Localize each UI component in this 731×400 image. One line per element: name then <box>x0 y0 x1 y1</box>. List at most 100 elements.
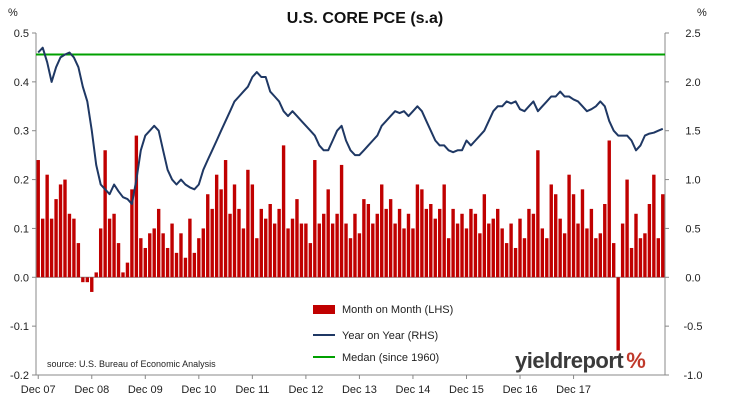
mom-bar <box>375 213 379 278</box>
left-tick-label: 0.5 <box>14 28 29 40</box>
mom-bar <box>107 218 112 278</box>
mom-bar <box>206 194 210 278</box>
left-tick-label: 0.0 <box>14 272 29 284</box>
mom-bar <box>545 238 549 278</box>
yoy-line <box>37 46 664 205</box>
mom-bar <box>536 150 540 278</box>
x-tick-label: Dec 08 <box>74 384 109 396</box>
legend-label-mom: Month on Month (LHS) <box>342 304 453 316</box>
mom-bar <box>371 223 375 278</box>
mom-bar <box>451 208 455 278</box>
mom-bar <box>380 184 384 278</box>
mom-bar <box>576 223 580 278</box>
x-tick-label: Dec 16 <box>503 384 538 396</box>
mom-bar <box>174 252 179 278</box>
mom-bar <box>348 238 353 278</box>
mom-bar <box>259 208 263 278</box>
mom-bar <box>112 213 116 278</box>
yieldreport-logo: yieldreport% <box>515 348 646 373</box>
left-tick-label: -0.2 <box>10 370 29 382</box>
right-tick-label: -1.0 <box>684 370 703 382</box>
mom-bar <box>504 243 509 278</box>
mom-bar <box>121 272 125 278</box>
mom-bar <box>268 204 272 278</box>
mom-bar <box>558 218 562 278</box>
mom-bar <box>620 223 625 278</box>
mom-bar <box>567 174 571 278</box>
left-tick-label: 0.2 <box>14 175 29 187</box>
mom-bar <box>90 277 94 292</box>
svg-text:yieldreport%: yieldreport% <box>515 348 645 373</box>
mom-bar <box>603 204 607 278</box>
mom-bar <box>179 233 183 278</box>
mom-bar <box>299 223 304 278</box>
mom-bar <box>330 223 335 278</box>
x-tick-label: Dec 07 <box>21 384 56 396</box>
mom-bar <box>482 194 487 278</box>
brand-yield: yield <box>515 348 563 373</box>
mom-bar <box>290 218 295 278</box>
mom-bar <box>125 262 130 278</box>
mom-bar <box>130 189 134 278</box>
mom-bar <box>625 179 629 278</box>
mom-bar <box>420 189 424 278</box>
x-tick-label: Dec 12 <box>288 384 323 396</box>
right-tick-label: 2.5 <box>685 28 700 40</box>
x-tick-label: Dec 17 <box>556 384 591 396</box>
left-tick-label: 0.1 <box>14 223 29 235</box>
mom-bar <box>170 223 174 278</box>
mom-bar <box>295 199 299 278</box>
left-tick-label: 0.4 <box>14 77 29 89</box>
mom-bar <box>255 238 259 278</box>
mom-bar <box>455 223 460 278</box>
x-tick-label: Dec 13 <box>342 384 377 396</box>
left-axis-unit: % <box>8 7 18 19</box>
mom-bar <box>652 174 656 278</box>
mom-bar <box>594 238 598 278</box>
mom-bar <box>598 233 603 278</box>
mom-bar <box>629 247 634 278</box>
mom-bar <box>460 213 464 278</box>
x-tick-label: Dec 14 <box>396 384 431 396</box>
mom-bar <box>197 238 201 278</box>
mom-bar <box>40 218 45 278</box>
mom-bar <box>214 174 219 278</box>
mom-bar <box>496 208 500 278</box>
mom-bar <box>402 228 406 278</box>
mom-bar <box>250 184 255 278</box>
right-axis-unit: % <box>697 7 707 19</box>
mom-bar <box>433 218 437 278</box>
mom-bar <box>264 218 268 278</box>
mom-bar <box>45 174 49 278</box>
mom-bar <box>116 243 121 278</box>
mom-bar <box>393 223 397 278</box>
mom-bar <box>638 238 643 278</box>
mom-bar <box>241 228 246 278</box>
mom-bar <box>607 140 611 278</box>
mom-bar <box>656 238 661 278</box>
mom-bar <box>304 223 308 278</box>
mom-bar <box>353 213 357 278</box>
mom-bar <box>210 208 214 278</box>
mom-bar <box>442 184 446 278</box>
mom-bar <box>429 204 433 278</box>
mom-bar <box>228 213 232 278</box>
mom-bar <box>513 247 518 278</box>
mom-bar <box>647 204 652 278</box>
mom-bar <box>201 228 205 278</box>
mom-bar <box>237 208 241 278</box>
mom-bar <box>246 169 250 278</box>
mom-bar <box>344 223 348 278</box>
mom-bar <box>219 189 223 278</box>
mom-bar <box>643 233 647 278</box>
mom-bar <box>411 228 415 278</box>
mom-bar <box>322 213 326 278</box>
mom-bar <box>478 233 482 278</box>
mom-bar <box>76 243 81 278</box>
mom-bar <box>464 228 469 278</box>
mom-bar <box>518 218 522 278</box>
right-axis-ticks: -1.0 -0.5 0.0 0.5 1.0 1.5 2.0 2.5 <box>665 28 702 382</box>
mom-bar <box>384 208 388 278</box>
mom-bar <box>223 160 228 278</box>
